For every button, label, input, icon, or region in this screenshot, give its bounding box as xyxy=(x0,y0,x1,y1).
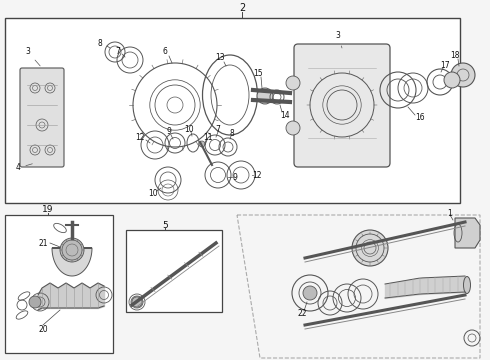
Text: 14: 14 xyxy=(280,111,290,120)
Text: 4: 4 xyxy=(16,163,32,172)
Text: 21: 21 xyxy=(38,238,48,248)
Circle shape xyxy=(286,121,300,135)
Text: 12: 12 xyxy=(135,132,145,141)
Text: 3: 3 xyxy=(336,31,342,48)
Circle shape xyxy=(451,63,475,87)
Circle shape xyxy=(444,72,460,88)
Circle shape xyxy=(286,76,300,90)
Text: 7: 7 xyxy=(216,126,220,135)
Text: 18: 18 xyxy=(450,51,460,60)
Circle shape xyxy=(29,296,41,308)
Text: 9: 9 xyxy=(233,172,238,181)
Circle shape xyxy=(199,141,205,147)
Text: 22: 22 xyxy=(297,309,307,318)
Text: 2: 2 xyxy=(239,3,245,13)
Polygon shape xyxy=(52,248,92,276)
Circle shape xyxy=(303,286,317,300)
Text: 8: 8 xyxy=(230,129,234,138)
Circle shape xyxy=(131,296,143,308)
Bar xyxy=(5,215,113,353)
Text: 1: 1 xyxy=(448,208,452,217)
Text: 11: 11 xyxy=(203,134,213,143)
Polygon shape xyxy=(455,218,480,248)
Text: 10: 10 xyxy=(148,189,158,198)
Text: 6: 6 xyxy=(163,48,168,57)
Circle shape xyxy=(352,230,388,266)
Circle shape xyxy=(257,88,273,104)
FancyBboxPatch shape xyxy=(20,68,64,167)
Circle shape xyxy=(60,238,84,262)
FancyBboxPatch shape xyxy=(294,44,390,167)
Ellipse shape xyxy=(464,276,470,293)
Text: 10: 10 xyxy=(184,125,194,134)
Text: 8: 8 xyxy=(98,39,102,48)
Text: 16: 16 xyxy=(415,113,425,122)
Text: 13: 13 xyxy=(215,54,225,63)
Text: 12: 12 xyxy=(252,171,262,180)
Text: 7: 7 xyxy=(116,48,121,57)
Text: 3: 3 xyxy=(25,48,40,66)
Text: 20: 20 xyxy=(38,325,48,334)
Text: 9: 9 xyxy=(167,127,172,136)
Text: 15: 15 xyxy=(253,68,263,77)
Text: 19: 19 xyxy=(42,206,54,215)
Text: 5: 5 xyxy=(162,220,168,230)
Bar xyxy=(5,18,460,203)
Bar xyxy=(126,230,222,312)
Text: 17: 17 xyxy=(440,60,450,69)
